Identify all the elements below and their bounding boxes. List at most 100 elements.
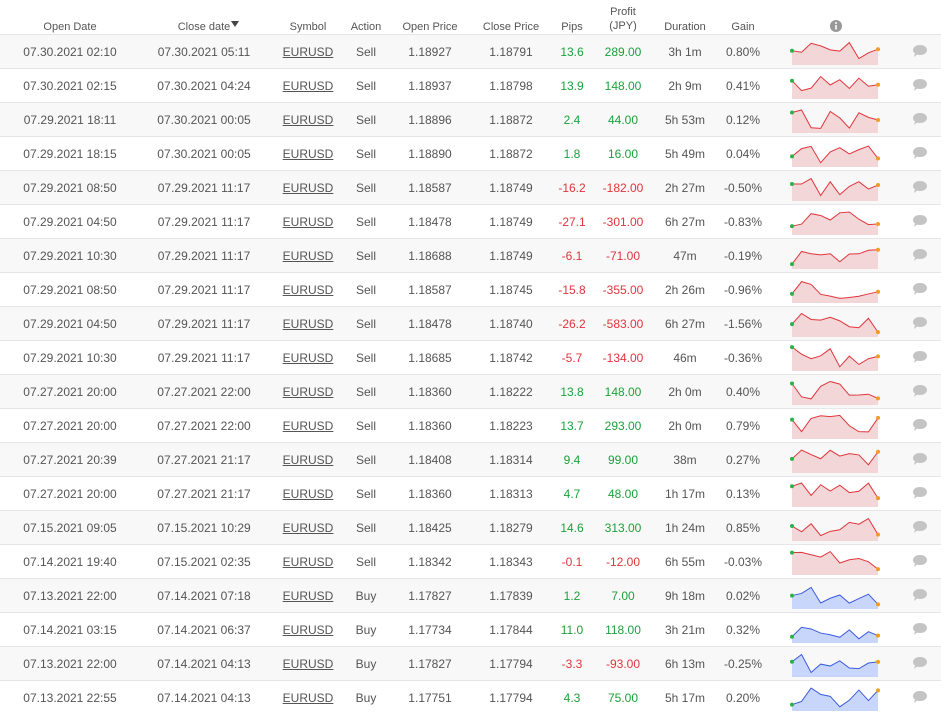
symbol[interactable]: EURUSD xyxy=(282,453,334,467)
symbol[interactable]: EURUSD xyxy=(282,487,334,501)
sparkline-dot xyxy=(876,183,880,188)
symbol[interactable]: EURUSD xyxy=(282,317,334,331)
comment-icon[interactable] xyxy=(912,418,928,432)
symbol[interactable]: EURUSD xyxy=(282,215,334,229)
close-price: 1.18749 xyxy=(489,249,533,263)
comment-icon[interactable] xyxy=(912,656,928,670)
duration: 46m xyxy=(673,351,697,365)
sparkline-dot xyxy=(790,634,794,639)
sparkline-area xyxy=(792,654,878,677)
comment-icon[interactable] xyxy=(912,316,928,330)
action: Buy xyxy=(355,623,377,637)
close-date: 07.15.2021 10:29 xyxy=(157,521,251,535)
sparkline-dot xyxy=(876,82,880,87)
symbol[interactable]: EURUSD xyxy=(282,147,334,161)
sparkline-line xyxy=(791,586,879,605)
comment-icon[interactable] xyxy=(912,248,928,262)
comment-icon[interactable] xyxy=(912,112,928,126)
table-row xyxy=(0,544,941,578)
symbol[interactable]: EURUSD xyxy=(282,657,334,671)
sparkline-dot xyxy=(876,247,880,252)
symbol[interactable]: EURUSD xyxy=(282,79,334,93)
sparkline-line xyxy=(791,653,879,674)
profit: -12.00 xyxy=(605,555,641,569)
sparkline-dot xyxy=(790,78,794,83)
open-price: 1.18425 xyxy=(408,521,452,535)
open-date: 07.29.2021 04:50 xyxy=(23,317,117,331)
open-date: 07.14.2021 19:40 xyxy=(23,555,117,569)
comment-icon[interactable] xyxy=(912,520,928,534)
comment-icon[interactable] xyxy=(912,146,928,160)
comment-icon[interactable] xyxy=(912,44,928,58)
profit: 148.00 xyxy=(604,79,642,93)
profit: -71.00 xyxy=(605,249,641,263)
action: Sell xyxy=(355,317,377,331)
comment-icon[interactable] xyxy=(912,588,928,602)
column-header: Close Price xyxy=(482,21,540,33)
comment-icon[interactable] xyxy=(912,78,928,92)
symbol[interactable]: EURUSD xyxy=(282,589,334,603)
symbol[interactable]: EURUSD xyxy=(282,45,334,59)
sparkline-line xyxy=(791,517,879,537)
symbol[interactable]: EURUSD xyxy=(282,283,334,297)
symbol[interactable]: EURUSD xyxy=(282,691,334,705)
sparkline xyxy=(790,687,880,711)
sparkline xyxy=(790,626,880,643)
comment-icon[interactable] xyxy=(912,622,928,636)
comment-icon[interactable] xyxy=(912,180,928,194)
info-icon[interactable] xyxy=(829,19,843,33)
open-date: 07.29.2021 18:11 xyxy=(23,113,117,127)
gain: -0.25% xyxy=(723,657,763,671)
close-date: 07.29.2021 11:17 xyxy=(157,317,251,331)
sparkline-dot xyxy=(790,345,794,350)
symbol[interactable]: EURUSD xyxy=(282,555,334,569)
column-header: Action xyxy=(350,21,382,33)
symbol[interactable]: EURUSD xyxy=(282,351,334,365)
column-header[interactable]: Close date xyxy=(177,21,231,33)
pips: 13.6 xyxy=(560,45,584,59)
gain: 0.02% xyxy=(725,589,761,603)
symbol[interactable]: EURUSD xyxy=(282,521,334,535)
sparkline-dot xyxy=(790,593,794,598)
symbol[interactable]: EURUSD xyxy=(282,113,334,127)
action: Sell xyxy=(355,283,377,297)
comment-icon[interactable] xyxy=(912,214,928,228)
duration: 3h 1m xyxy=(668,45,702,59)
open-date: 07.27.2021 20:00 xyxy=(23,487,117,501)
comment-icon[interactable] xyxy=(912,452,928,466)
sparkline-dot xyxy=(790,110,794,115)
sparkline-line xyxy=(791,75,879,92)
sparkline-line xyxy=(791,145,879,164)
sparkline-area xyxy=(792,281,878,303)
sparkline-dot xyxy=(790,456,794,461)
close-price: 1.17844 xyxy=(489,623,533,637)
table-row xyxy=(0,442,941,476)
duration: 1h 24m xyxy=(664,521,706,535)
sort-arrow[interactable] xyxy=(231,21,239,27)
table-row xyxy=(0,68,941,102)
sparkline-line xyxy=(791,482,879,499)
comment-icon[interactable] xyxy=(912,384,928,398)
symbol[interactable]: EURUSD xyxy=(282,623,334,637)
comment-icon[interactable] xyxy=(912,690,928,704)
pips: 4.7 xyxy=(563,487,581,501)
close-date: 07.14.2021 04:13 xyxy=(157,657,251,671)
sparkline-dot xyxy=(790,291,794,296)
symbol[interactable]: EURUSD xyxy=(282,419,334,433)
comment-icon[interactable] xyxy=(912,350,928,364)
sparkline-line xyxy=(791,109,879,129)
open-price: 1.17827 xyxy=(408,589,452,603)
sparkline-dot xyxy=(790,417,794,422)
pips: 14.6 xyxy=(560,521,584,535)
comment-icon[interactable] xyxy=(912,486,928,500)
comment-icon[interactable] xyxy=(912,282,928,296)
close-date: 07.14.2021 06:37 xyxy=(157,623,251,637)
sparkline-dot xyxy=(876,221,880,226)
comment-icon[interactable] xyxy=(912,554,928,568)
sparkline-area xyxy=(792,627,878,643)
sparkline-dot xyxy=(790,322,794,327)
symbol[interactable]: EURUSD xyxy=(282,385,334,399)
pips: 1.8 xyxy=(563,147,581,161)
symbol[interactable]: EURUSD xyxy=(282,249,334,263)
symbol[interactable]: EURUSD xyxy=(282,181,334,195)
